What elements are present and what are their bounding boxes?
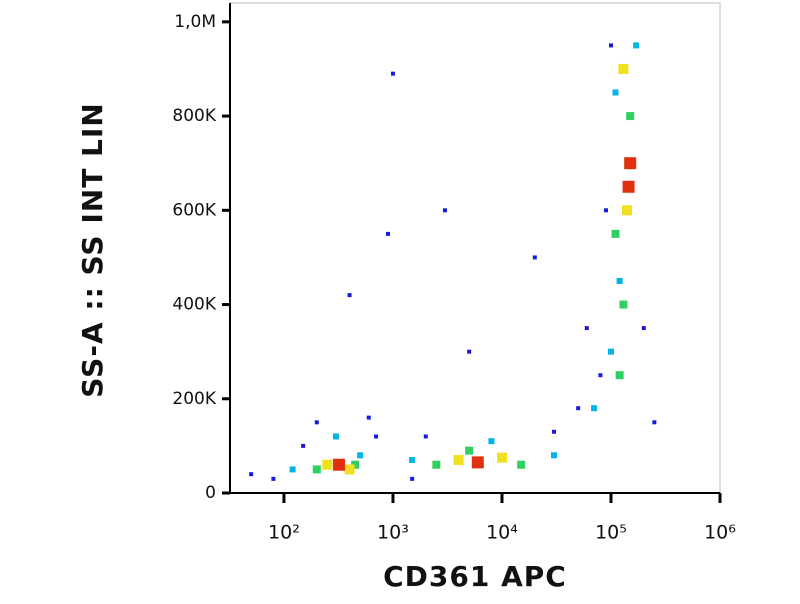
point [591,405,598,412]
y-tick-label: 0 [205,483,216,503]
y-tick-label: 400K [172,295,216,315]
point [344,464,355,475]
x-tick-label: 10⁴ [486,522,518,544]
point [598,373,603,378]
point [366,415,371,420]
point [289,466,296,473]
point [488,438,495,445]
point [471,456,484,469]
point [301,443,306,448]
point [347,293,352,298]
y-tick-label: 800K [172,106,216,126]
point [621,205,632,216]
point [532,255,537,260]
point [385,231,390,236]
point [423,434,428,439]
point [432,460,441,469]
plot-frame [229,2,721,494]
point [351,460,360,469]
x-axis-title: CD361 APC [383,560,567,593]
point [374,434,379,439]
point [517,460,526,469]
point [652,420,657,425]
point [641,326,646,331]
point [410,476,415,481]
point [467,349,472,354]
point [616,277,623,284]
point [465,446,474,455]
x-tick-label: 10⁵ [595,522,627,544]
point [608,43,613,48]
x-tick-label: 10³ [377,522,409,544]
point [550,452,557,459]
point [442,208,447,213]
x-tick-label: 10⁶ [704,522,736,544]
point [615,371,624,380]
point [624,157,637,170]
y-axis-title: SS-A :: SS INT LIN [76,102,109,397]
point [603,208,608,213]
point [619,300,628,309]
x-tick-label: 10² [268,522,300,544]
point [333,458,346,471]
point [607,348,614,355]
point [611,229,620,238]
point [584,326,589,331]
point [357,452,364,459]
point [453,455,464,466]
point [390,71,395,76]
point [249,472,254,477]
point [576,406,581,411]
point [618,63,629,74]
point [312,465,321,474]
point [271,476,276,481]
point [314,420,319,425]
point [626,112,635,121]
point [612,89,619,96]
y-tick-label: 200K [172,389,216,409]
y-tick-label: 600K [172,200,216,220]
point [409,457,416,464]
y-tick-label: 1,0M [174,12,216,32]
point [322,459,333,470]
point [622,180,635,193]
point [332,433,339,440]
point [496,452,507,463]
point [551,429,556,434]
point [633,42,640,49]
